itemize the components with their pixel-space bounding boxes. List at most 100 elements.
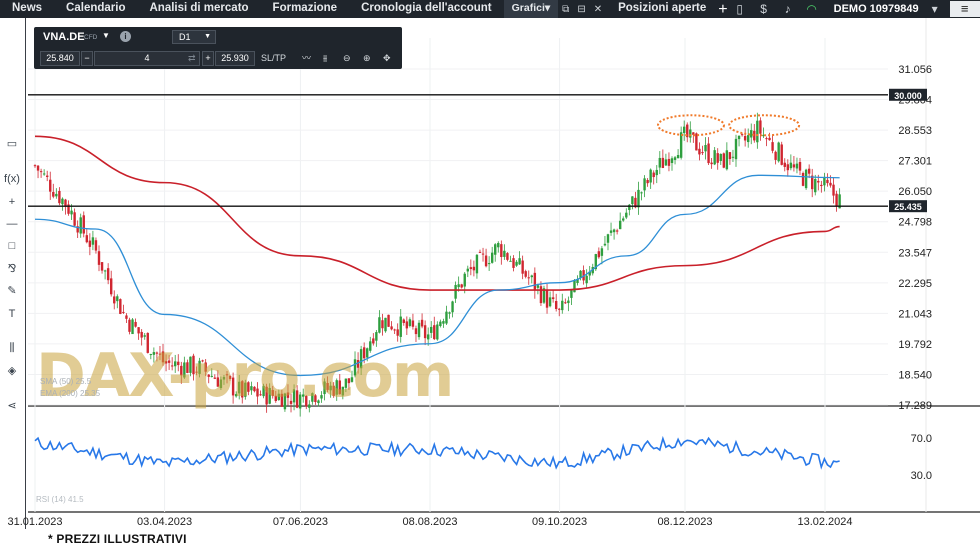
candle [76, 226, 79, 233]
candle [673, 157, 677, 160]
candle [198, 360, 201, 374]
candle [533, 272, 537, 291]
candle [131, 319, 134, 335]
candle [582, 270, 585, 281]
quantity-plus-button[interactable]: + [202, 51, 214, 66]
candle [463, 273, 466, 287]
candle [106, 268, 110, 281]
fibonacci-icon[interactable]: ⅋ [7, 263, 17, 275]
tab-grafici[interactable]: Grafici▾ [503, 0, 559, 18]
quantity-input[interactable]: 4 [94, 51, 200, 66]
candle [576, 279, 579, 283]
candle [408, 319, 412, 326]
candle [497, 242, 500, 248]
reset-icon[interactable]: ⇄ [188, 53, 196, 63]
candle [658, 157, 662, 168]
bell-icon[interactable]: ♪ [784, 2, 791, 16]
hamburger-menu-icon[interactable]: ≡ [949, 1, 980, 17]
layers-icon[interactable]: ◈ [7, 365, 17, 377]
candle [79, 217, 82, 234]
indicator-icon[interactable]: ⫼ [9, 342, 15, 354]
line-chart-icon[interactable]: 〰 [302, 53, 312, 63]
x-tick-label: 08.08.2023 [402, 516, 457, 528]
double-top-annotation[interactable] [656, 114, 725, 137]
candle [567, 300, 570, 304]
candle [448, 312, 451, 314]
candle [829, 182, 832, 186]
nav-news[interactable]: News [12, 2, 43, 14]
candle [426, 334, 430, 340]
add-tab-button[interactable]: + [718, 0, 728, 18]
candle [469, 267, 473, 270]
nav-analisi[interactable]: Analisi di mercato [149, 2, 249, 14]
horizontal-line-icon[interactable]: — [6, 218, 18, 230]
candle [88, 240, 92, 247]
nav-formazione[interactable]: Formazione [272, 2, 338, 14]
candle [82, 215, 85, 234]
candle [36, 165, 40, 171]
function-icon[interactable]: f(x) [4, 173, 20, 185]
candle [558, 308, 561, 310]
candle [265, 386, 268, 405]
sma-fast-line [34, 174, 840, 377]
candle [149, 354, 153, 356]
candle [646, 180, 649, 184]
ask-price[interactable]: 25.930 [215, 51, 255, 66]
candle [45, 175, 49, 177]
move-icon[interactable]: ✥ [383, 53, 391, 63]
nav-calendario[interactable]: Calendario [66, 2, 126, 14]
candle [518, 258, 521, 265]
nav-cronologia[interactable]: Cronologia dell'account [361, 2, 492, 14]
close-tab-icon[interactable]: ✕ [593, 3, 603, 15]
pen-icon[interactable]: ✎ [7, 285, 17, 297]
sltp-button[interactable]: SL/TP [261, 53, 287, 63]
level-price-tag [889, 200, 927, 213]
candle [378, 317, 381, 333]
y-tick-label: 26.050 [898, 186, 932, 198]
candle-type-icon[interactable]: ⫵ [323, 53, 328, 63]
timeframe-select[interactable]: D1 ▼ [172, 30, 216, 44]
share-icon[interactable]: ⋖ [7, 400, 17, 412]
candle [564, 302, 567, 304]
zoom-out-icon[interactable]: ⊖ [343, 53, 351, 63]
candle [524, 271, 527, 277]
crosshair-plus-icon[interactable]: + [8, 196, 16, 208]
candle [64, 199, 67, 207]
info-icon[interactable]: i [120, 31, 131, 42]
bid-price[interactable]: 25.840 [40, 51, 80, 66]
account-label[interactable]: DEMO 10979849 [833, 3, 919, 15]
candle [716, 153, 719, 163]
symbol-dropdown-icon[interactable]: ▼ [102, 31, 110, 40]
indicator-legend: EMA (200) 25.35 [40, 389, 101, 398]
candle [490, 252, 494, 263]
candle [384, 317, 387, 332]
candle [600, 248, 604, 256]
tab-posizioni[interactable]: Posizioni aperte [618, 2, 707, 14]
candle [445, 311, 448, 324]
zoom-in-icon[interactable]: ⊕ [363, 53, 371, 63]
price-chart[interactable]: 31.05629.80428.55327.30126.05024.79823.5… [0, 18, 980, 530]
candle [146, 332, 149, 353]
candle [241, 381, 244, 398]
instrument-symbol[interactable]: VNA.DE [43, 31, 85, 43]
dollar-icon[interactable]: $ [760, 2, 767, 16]
candle [39, 171, 43, 173]
candle [466, 268, 469, 272]
text-icon[interactable]: T [8, 308, 16, 320]
window-icon[interactable]: ▯ [736, 2, 743, 16]
candle [481, 253, 485, 255]
candle [701, 152, 704, 154]
double-top-annotation[interactable] [728, 114, 801, 137]
popout-icon[interactable]: ⧉ [562, 3, 570, 15]
candle [728, 152, 732, 160]
candle [362, 347, 366, 359]
monitor-icon[interactable]: ▭ [6, 138, 18, 150]
quantity-minus-button[interactable]: − [81, 51, 93, 66]
x-tick-label: 07.06.2023 [273, 516, 328, 528]
account-dropdown-icon[interactable]: ▾ [931, 2, 938, 16]
candle [725, 150, 729, 170]
candle [213, 377, 217, 379]
minimize-icon[interactable]: ⊟ [577, 3, 586, 15]
rectangle-icon[interactable]: □ [8, 240, 16, 252]
candle [332, 385, 335, 396]
